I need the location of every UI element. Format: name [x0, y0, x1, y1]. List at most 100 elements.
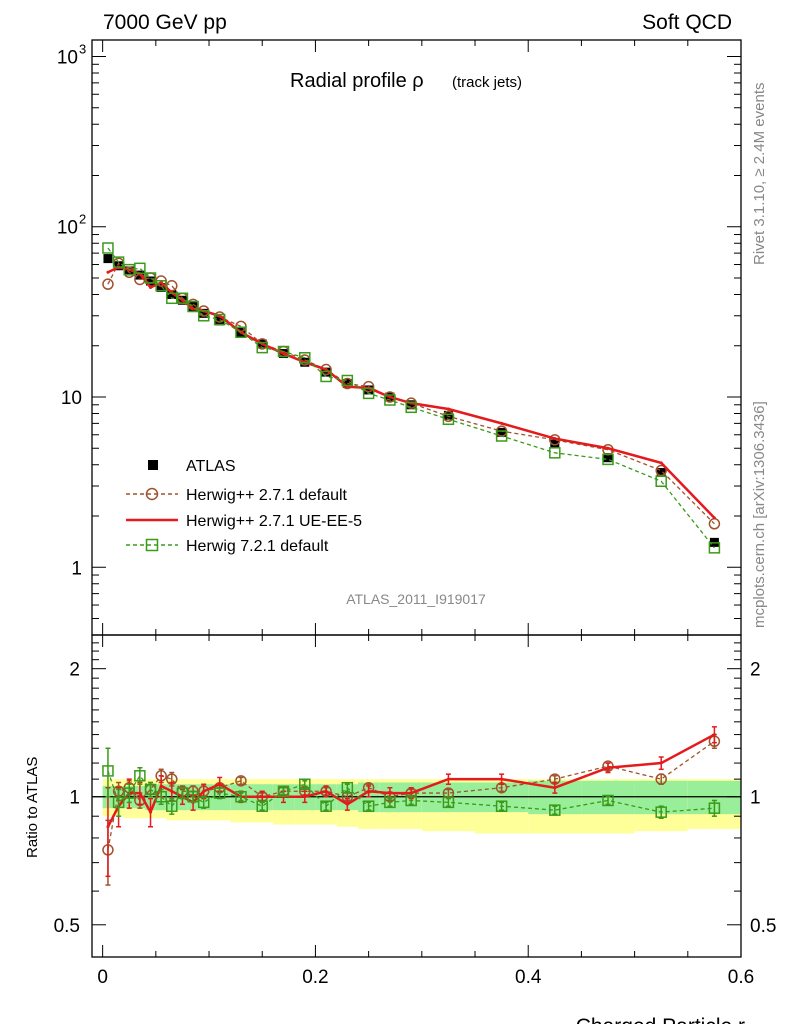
ratio-y-tick-label-right: 0.5	[750, 916, 776, 937]
series-marker-main	[235, 326, 247, 339]
legend-herwig7-label: Herwig 7.2.1 default	[186, 538, 329, 555]
series-marker-ratio	[235, 790, 247, 803]
series-marker-main	[149, 285, 153, 289]
series-marker-main	[712, 516, 716, 520]
series-marker-ratio	[155, 790, 167, 803]
series-line-ratio	[107, 770, 715, 813]
series-marker-main	[213, 313, 226, 326]
series-marker-ratio	[362, 800, 375, 812]
series-marker-ratio	[149, 810, 153, 814]
ratio-plot-frame	[91, 634, 742, 958]
ratio-y-tick-label: 1	[69, 788, 80, 809]
series-marker-main	[500, 421, 504, 425]
series-marker-ratio	[277, 785, 290, 798]
series-marker-ratio	[549, 804, 561, 816]
series-marker-ratio	[106, 825, 110, 829]
atlas-data-point	[146, 276, 156, 286]
series-marker-ratio	[102, 765, 114, 777]
series-marker-ratio	[170, 789, 174, 793]
legend-entry-herwig7: Herwig 7.2.1 default	[126, 538, 329, 555]
series-marker-ratio	[299, 778, 311, 790]
series-marker-main	[442, 413, 455, 426]
atlas-data-point	[167, 289, 177, 299]
series-marker-ratio	[708, 802, 721, 814]
series-marker-ratio	[235, 775, 247, 787]
series-marker-main	[659, 461, 663, 465]
series-marker-ratio	[495, 800, 508, 812]
series-marker-ratio	[134, 770, 146, 782]
series-marker-main	[159, 281, 163, 285]
series-marker-main	[384, 394, 396, 406]
series-marker-ratio	[712, 733, 716, 737]
atlas-data-point	[188, 302, 198, 312]
series-marker-main	[102, 278, 114, 290]
series-marker-ratio	[345, 802, 349, 806]
series-marker-ratio	[112, 796, 125, 809]
series-marker-ratio	[655, 806, 667, 818]
series-marker-main	[176, 292, 189, 305]
atlas-data-point	[215, 316, 225, 326]
atlas-data-point	[443, 410, 453, 420]
ratio-y-axis-label: Ratio to ATLAS	[24, 757, 41, 858]
legend-entry-herwigpp-ueee5: Herwig++ 2.7.1 UE-EE-5	[126, 513, 362, 530]
series-marker-ratio	[553, 786, 557, 790]
series-marker-ratio	[384, 796, 396, 809]
atlas-data-point	[364, 385, 374, 395]
main-y-tick-label: 10	[57, 218, 78, 239]
series-marker-ratio	[144, 783, 157, 796]
main-y-tick-exponent: 3	[79, 41, 86, 56]
series-marker-ratio	[303, 795, 307, 799]
ratio-y-tick-label-right: 1	[750, 788, 761, 809]
series-marker-ratio	[659, 761, 663, 765]
legend: ATLAS Herwig++ 2.7.1 default Herwig++ 2.…	[126, 458, 362, 555]
series-marker-main	[341, 374, 354, 387]
series-line-main	[107, 265, 716, 519]
legend-entry-herwigpp-default: Herwig++ 2.7.1 default	[126, 487, 348, 504]
series-marker-ratio	[602, 794, 614, 807]
legend-herwigpp-default-marker	[145, 487, 159, 501]
ratio-y-tick-label: 0.5	[54, 916, 80, 937]
series-marker-ratio	[256, 800, 268, 812]
series-marker-ratio	[367, 789, 371, 793]
series-marker-ratio	[409, 791, 413, 795]
main-y-tick-label: 10	[61, 388, 82, 409]
ratio-y-tick-label: 2	[69, 660, 80, 681]
series-layer	[102, 242, 721, 886]
atlas-data-point	[550, 439, 560, 449]
atlas-data-point	[199, 308, 209, 318]
series-marker-main	[405, 401, 417, 414]
series-marker-ratio	[446, 777, 450, 781]
series-marker-main	[324, 368, 328, 372]
series-line-ratio	[107, 740, 715, 850]
series-marker-ratio	[138, 791, 142, 795]
series-marker-main	[606, 446, 610, 450]
series-marker-main	[112, 256, 125, 268]
series-marker-main	[655, 475, 667, 487]
legend-herwigpp-ueee5-label: Herwig++ 2.7.1 UE-EE-5	[186, 513, 362, 530]
energy-label: 7000 GeV pp	[103, 11, 227, 34]
series-marker-main	[180, 298, 184, 302]
atlas-data-point	[603, 453, 613, 463]
x-tick-label: 0.2	[302, 967, 328, 988]
series-marker-ratio	[405, 794, 417, 807]
analysis-id: ATLAS_2011_I919017	[346, 591, 486, 607]
series-marker-main	[144, 272, 157, 284]
legend-atlas-marker	[148, 460, 158, 470]
series-line-ratio	[106, 733, 715, 828]
category-label: Soft QCD	[642, 11, 732, 34]
series-marker-ratio	[166, 800, 178, 812]
series-marker-ratio	[442, 796, 455, 809]
series-marker-main	[134, 262, 146, 275]
legend-herwigpp-default-label: Herwig++ 2.7.1 default	[186, 487, 348, 504]
series-marker-ratio	[213, 787, 226, 799]
series-marker-main	[495, 430, 508, 442]
series-marker-main	[362, 387, 375, 400]
legend-atlas-label: ATLAS	[186, 458, 236, 475]
x-tick-label: 0.4	[515, 967, 542, 988]
legend-entry-atlas: ATLAS	[148, 458, 236, 475]
series-marker-main	[282, 352, 286, 356]
plot-title-suffix: (track jets)	[452, 74, 522, 91]
series-marker-main	[106, 270, 110, 274]
